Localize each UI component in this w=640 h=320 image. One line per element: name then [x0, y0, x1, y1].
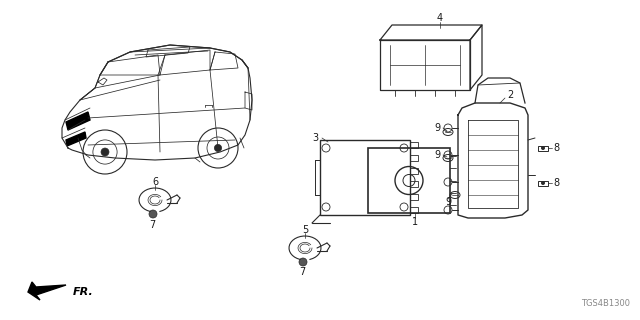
- Text: 7: 7: [149, 220, 155, 230]
- Circle shape: [541, 181, 545, 185]
- Text: 9: 9: [434, 150, 440, 160]
- Bar: [320, 140, 410, 215]
- Bar: [368, 148, 450, 213]
- Text: 7: 7: [299, 267, 305, 277]
- Text: 8: 8: [553, 143, 559, 153]
- Bar: [410, 168, 418, 174]
- Bar: [410, 207, 418, 213]
- Text: 4: 4: [437, 13, 443, 23]
- Circle shape: [149, 210, 157, 218]
- Polygon shape: [28, 282, 66, 300]
- Text: FR.: FR.: [73, 287, 93, 297]
- Text: 9: 9: [445, 197, 451, 207]
- Circle shape: [214, 144, 221, 152]
- Text: 3: 3: [312, 133, 318, 143]
- Bar: [410, 142, 418, 148]
- Text: 5: 5: [302, 225, 308, 235]
- Bar: [410, 181, 418, 187]
- Bar: [538, 146, 548, 151]
- Text: 8: 8: [553, 178, 559, 188]
- Circle shape: [101, 148, 109, 156]
- Bar: [410, 194, 418, 200]
- Text: 9: 9: [434, 123, 440, 133]
- Text: TGS4B1300: TGS4B1300: [581, 299, 630, 308]
- Polygon shape: [66, 132, 86, 146]
- Bar: [538, 181, 548, 186]
- Circle shape: [541, 146, 545, 150]
- Circle shape: [299, 258, 307, 266]
- Text: 2: 2: [507, 90, 513, 100]
- Polygon shape: [66, 112, 90, 130]
- Text: 6: 6: [152, 177, 158, 187]
- Text: 1: 1: [412, 217, 418, 227]
- Bar: [410, 155, 418, 161]
